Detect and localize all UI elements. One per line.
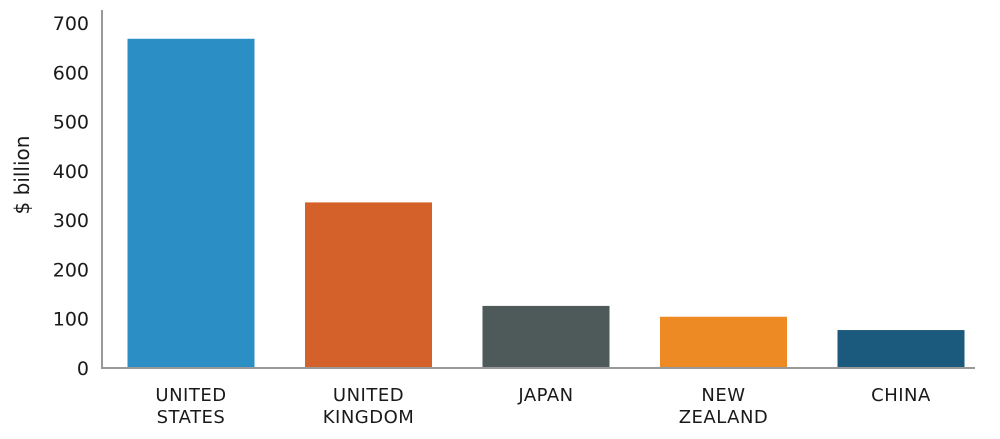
bar bbox=[837, 330, 965, 368]
y-tick-label: 700 bbox=[53, 13, 89, 35]
bars bbox=[127, 38, 965, 369]
x-category-label: JAPAN bbox=[517, 385, 573, 406]
x-category-label: UNITED STATES bbox=[155, 385, 226, 428]
y-tick-label: 400 bbox=[53, 161, 89, 183]
bar bbox=[305, 202, 432, 368]
bar bbox=[482, 305, 610, 368]
bar bbox=[127, 38, 255, 369]
x-category-label: UNITED KINGDOM bbox=[323, 385, 415, 428]
bar bbox=[660, 316, 787, 368]
y-tick-label: 200 bbox=[53, 259, 89, 281]
x-axis-labels: UNITED STATES UNITED KINGDOM JAPAN NEW ZEALAND… bbox=[155, 385, 931, 428]
y-tick-label: 600 bbox=[53, 62, 89, 84]
y-axis-label: $ billion bbox=[10, 136, 34, 215]
y-tick-label: 500 bbox=[53, 112, 89, 134]
x-category-label: CHINA bbox=[871, 385, 931, 406]
y-tick-label: 0 bbox=[77, 358, 89, 380]
y-tick-label: 100 bbox=[53, 309, 89, 331]
y-tick-label: 300 bbox=[53, 210, 89, 232]
y-axis-ticks: 0 100 200 300 400 500 600 700 bbox=[53, 13, 89, 380]
x-category-label: NEW ZEALAND bbox=[679, 385, 769, 428]
